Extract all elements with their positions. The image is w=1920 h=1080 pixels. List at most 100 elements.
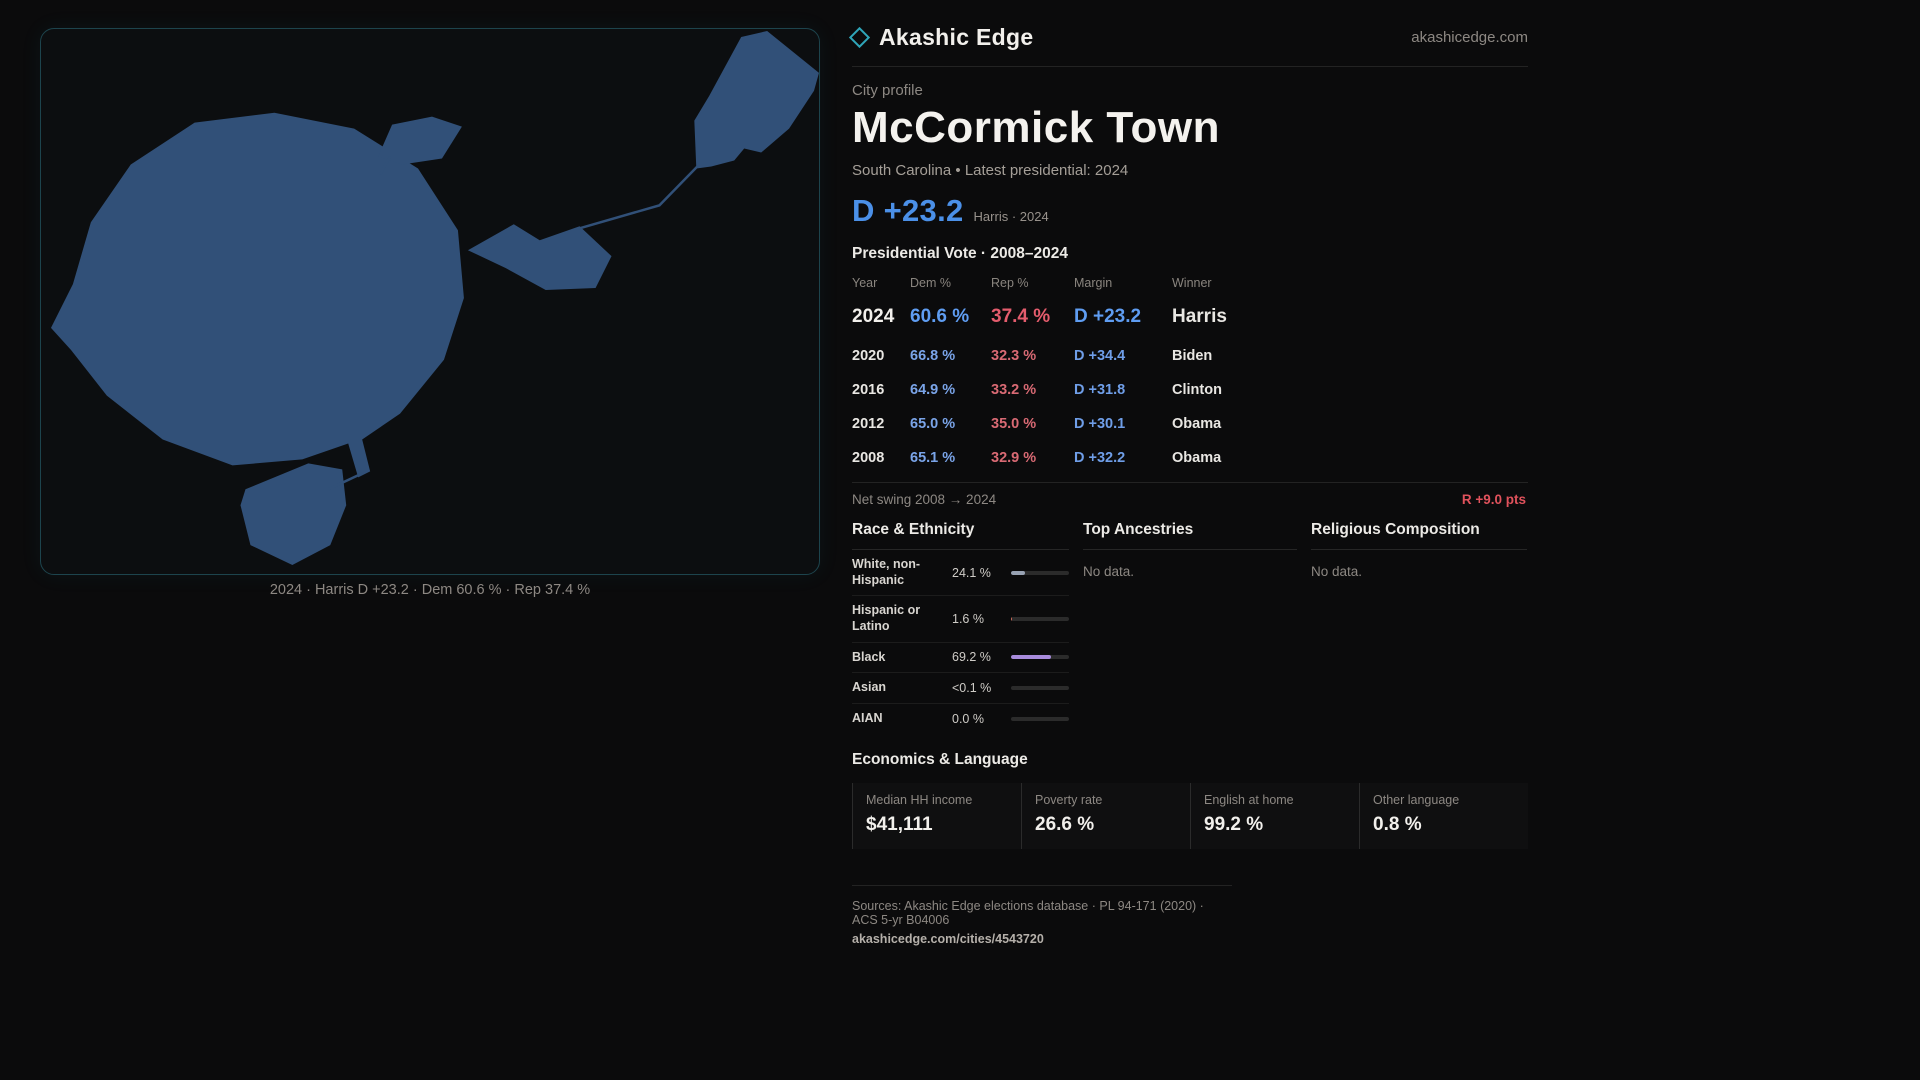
sources-line: Sources: Akashic Edge elections database… — [852, 899, 1204, 928]
map-shape-north — [378, 116, 462, 165]
top-ancestries-title: Top Ancestries — [1083, 519, 1297, 550]
race-row: AIAN 0.0 % — [852, 704, 1069, 734]
map-shape-east — [467, 224, 612, 291]
race-bar-track — [1011, 655, 1069, 660]
race-value: 1.6 % — [952, 611, 984, 626]
race-label: Asian — [852, 680, 887, 695]
top-ancestries-empty: No data. — [1083, 564, 1135, 579]
stat-label: Other language — [1373, 793, 1460, 808]
stat-card: Median HH income $41,111 — [852, 783, 1021, 850]
stat-value: 0.8 % — [1373, 814, 1422, 836]
table-row: 2020 66.8 % 32.3 % D +34.4 Biden — [852, 339, 1528, 373]
cell-margin: D +34.4 — [1074, 348, 1126, 364]
cell-margin: D +30.1 — [1074, 416, 1126, 432]
cell-year: 2008 — [852, 450, 885, 466]
race-ethnicity-section: Race & Ethnicity White, non-Hispanic 24.… — [852, 519, 1069, 733]
brand-name: Akashic Edge — [879, 24, 1034, 50]
stat-card: English at home 99.2 % — [1190, 783, 1359, 850]
table-row: 2024 60.6 % 37.4 % D +23.2 Harris — [852, 298, 1528, 339]
race-row: Asian <0.1 % — [852, 673, 1069, 704]
cell-rep: 37.4 % — [991, 306, 1051, 327]
hero-margin-note: Harris · 2024 — [973, 209, 1049, 224]
col-header-rep: Rep % — [991, 276, 1029, 290]
cell-rep: 35.0 % — [991, 416, 1037, 432]
race-row: White, non-Hispanic 24.1 % — [852, 550, 1069, 597]
table-header-row: Year Dem % Rep % Margin Winner — [852, 269, 1528, 298]
stat-label: Poverty rate — [1035, 793, 1103, 808]
diamond-logo-icon — [848, 26, 871, 49]
profile-panel: Akashic Edge akashicedge.com City profil… — [848, 24, 1528, 946]
stat-card: Poverty rate 26.6 % — [1021, 783, 1190, 850]
race-bar-track — [1011, 616, 1069, 621]
race-row: Hispanic or Latino 1.6 % — [852, 596, 1069, 643]
net-swing-value: R +9.0 pts — [1461, 492, 1526, 507]
cell-margin: D +23.2 — [1074, 306, 1142, 327]
race-label: White, non-Hispanic — [852, 557, 921, 587]
city-map-panel — [40, 28, 820, 575]
cell-winner: Clinton — [1172, 382, 1222, 398]
subtitle: South Carolina • Latest presidential: 20… — [852, 162, 1129, 179]
race-ethnicity-title: Race & Ethnicity — [852, 519, 1069, 550]
permalink[interactable]: akashicedge.com/cities/4543720 — [852, 932, 1044, 947]
brand-domain-link[interactable]: akashicedge.com — [1411, 29, 1528, 46]
economics-stats: Median HH income $41,111 Poverty rate 26… — [852, 783, 1528, 850]
brand: Akashic Edge — [848, 24, 1034, 51]
map-shape-main — [50, 112, 464, 478]
religious-composition-empty: No data. — [1311, 564, 1363, 579]
table-row: 2016 64.9 % 33.2 % D +31.8 Clinton — [852, 373, 1528, 407]
kicker: City profile — [852, 82, 923, 99]
cell-rep: 32.3 % — [991, 348, 1037, 364]
cell-dem: 66.8 % — [910, 348, 956, 364]
map-connector-s — [327, 472, 363, 491]
stat-value: $41,111 — [866, 814, 933, 836]
stat-label: English at home — [1204, 793, 1294, 808]
map-connector-ne — [579, 165, 699, 230]
cell-dem: 64.9 % — [910, 382, 956, 398]
race-label: Hispanic or Latino — [852, 603, 921, 633]
map-shape-northeast — [694, 30, 819, 169]
race-label: AIAN — [852, 710, 883, 725]
cell-margin: D +32.2 — [1074, 450, 1126, 466]
vote-table: Year Dem % Rep % Margin Winner 2024 60.6… — [852, 269, 1528, 475]
race-bar-fill — [1011, 570, 1025, 575]
cell-year: 2020 — [852, 348, 885, 364]
map-caption: 2024 · Harris D +23.2 · Dem 60.6 % · Rep… — [269, 582, 591, 598]
col-header-margin: Margin — [1074, 276, 1113, 290]
race-bar-track — [1011, 570, 1069, 575]
cell-year: 2024 — [852, 306, 895, 327]
race-bar-fill — [1011, 616, 1013, 621]
stat-label: Median HH income — [866, 793, 973, 808]
city-boundary-map — [50, 30, 819, 566]
vote-table-title: Presidential Vote · 2008–2024 — [852, 245, 1068, 262]
col-header-dem: Dem % — [910, 276, 951, 290]
footer: Sources: Akashic Edge elections database… — [852, 885, 1232, 946]
cell-dem: 60.6 % — [910, 306, 970, 327]
net-swing-label: Net swing 2008 → 2024 — [852, 492, 997, 507]
hero-margin-line: D +23.2 Harris · 2024 — [852, 193, 1528, 229]
race-bar-fill — [1011, 655, 1052, 660]
cell-winner: Obama — [1172, 450, 1222, 466]
hero-margin-value: D +23.2 — [852, 193, 964, 228]
race-value: 24.1 % — [952, 565, 991, 580]
col-header-winner: Winner — [1172, 276, 1212, 290]
cell-dem: 65.0 % — [910, 416, 956, 432]
table-row: 2012 65.0 % 35.0 % D +30.1 Obama — [852, 407, 1528, 441]
map-connector-n — [379, 155, 392, 176]
race-value: <0.1 % — [952, 680, 992, 695]
col-header-year: Year — [852, 276, 878, 290]
cell-winner: Harris — [1172, 306, 1227, 327]
net-swing-row: Net swing 2008 → 2024 R +9.0 pts — [852, 482, 1528, 507]
race-bar-track — [1011, 716, 1069, 721]
cell-dem: 65.1 % — [910, 450, 956, 466]
race-value: 69.2 % — [952, 650, 991, 665]
cell-rep: 32.9 % — [991, 450, 1037, 466]
religious-composition-title: Religious Composition — [1311, 519, 1527, 550]
top-ancestries-section: Top Ancestries No data. — [1083, 519, 1297, 733]
stat-card: Other language 0.8 % — [1359, 783, 1528, 850]
stat-value: 99.2 % — [1204, 814, 1264, 836]
cell-margin: D +31.8 — [1074, 382, 1126, 398]
cell-winner: Obama — [1172, 416, 1222, 432]
race-row: Black 69.2 % — [852, 643, 1069, 674]
header: Akashic Edge akashicedge.com — [848, 24, 1528, 67]
race-bar-track — [1011, 685, 1069, 690]
